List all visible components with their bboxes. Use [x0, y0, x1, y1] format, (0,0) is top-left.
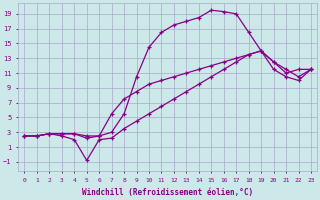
X-axis label: Windchill (Refroidissement éolien,°C): Windchill (Refroidissement éolien,°C)	[82, 188, 253, 197]
